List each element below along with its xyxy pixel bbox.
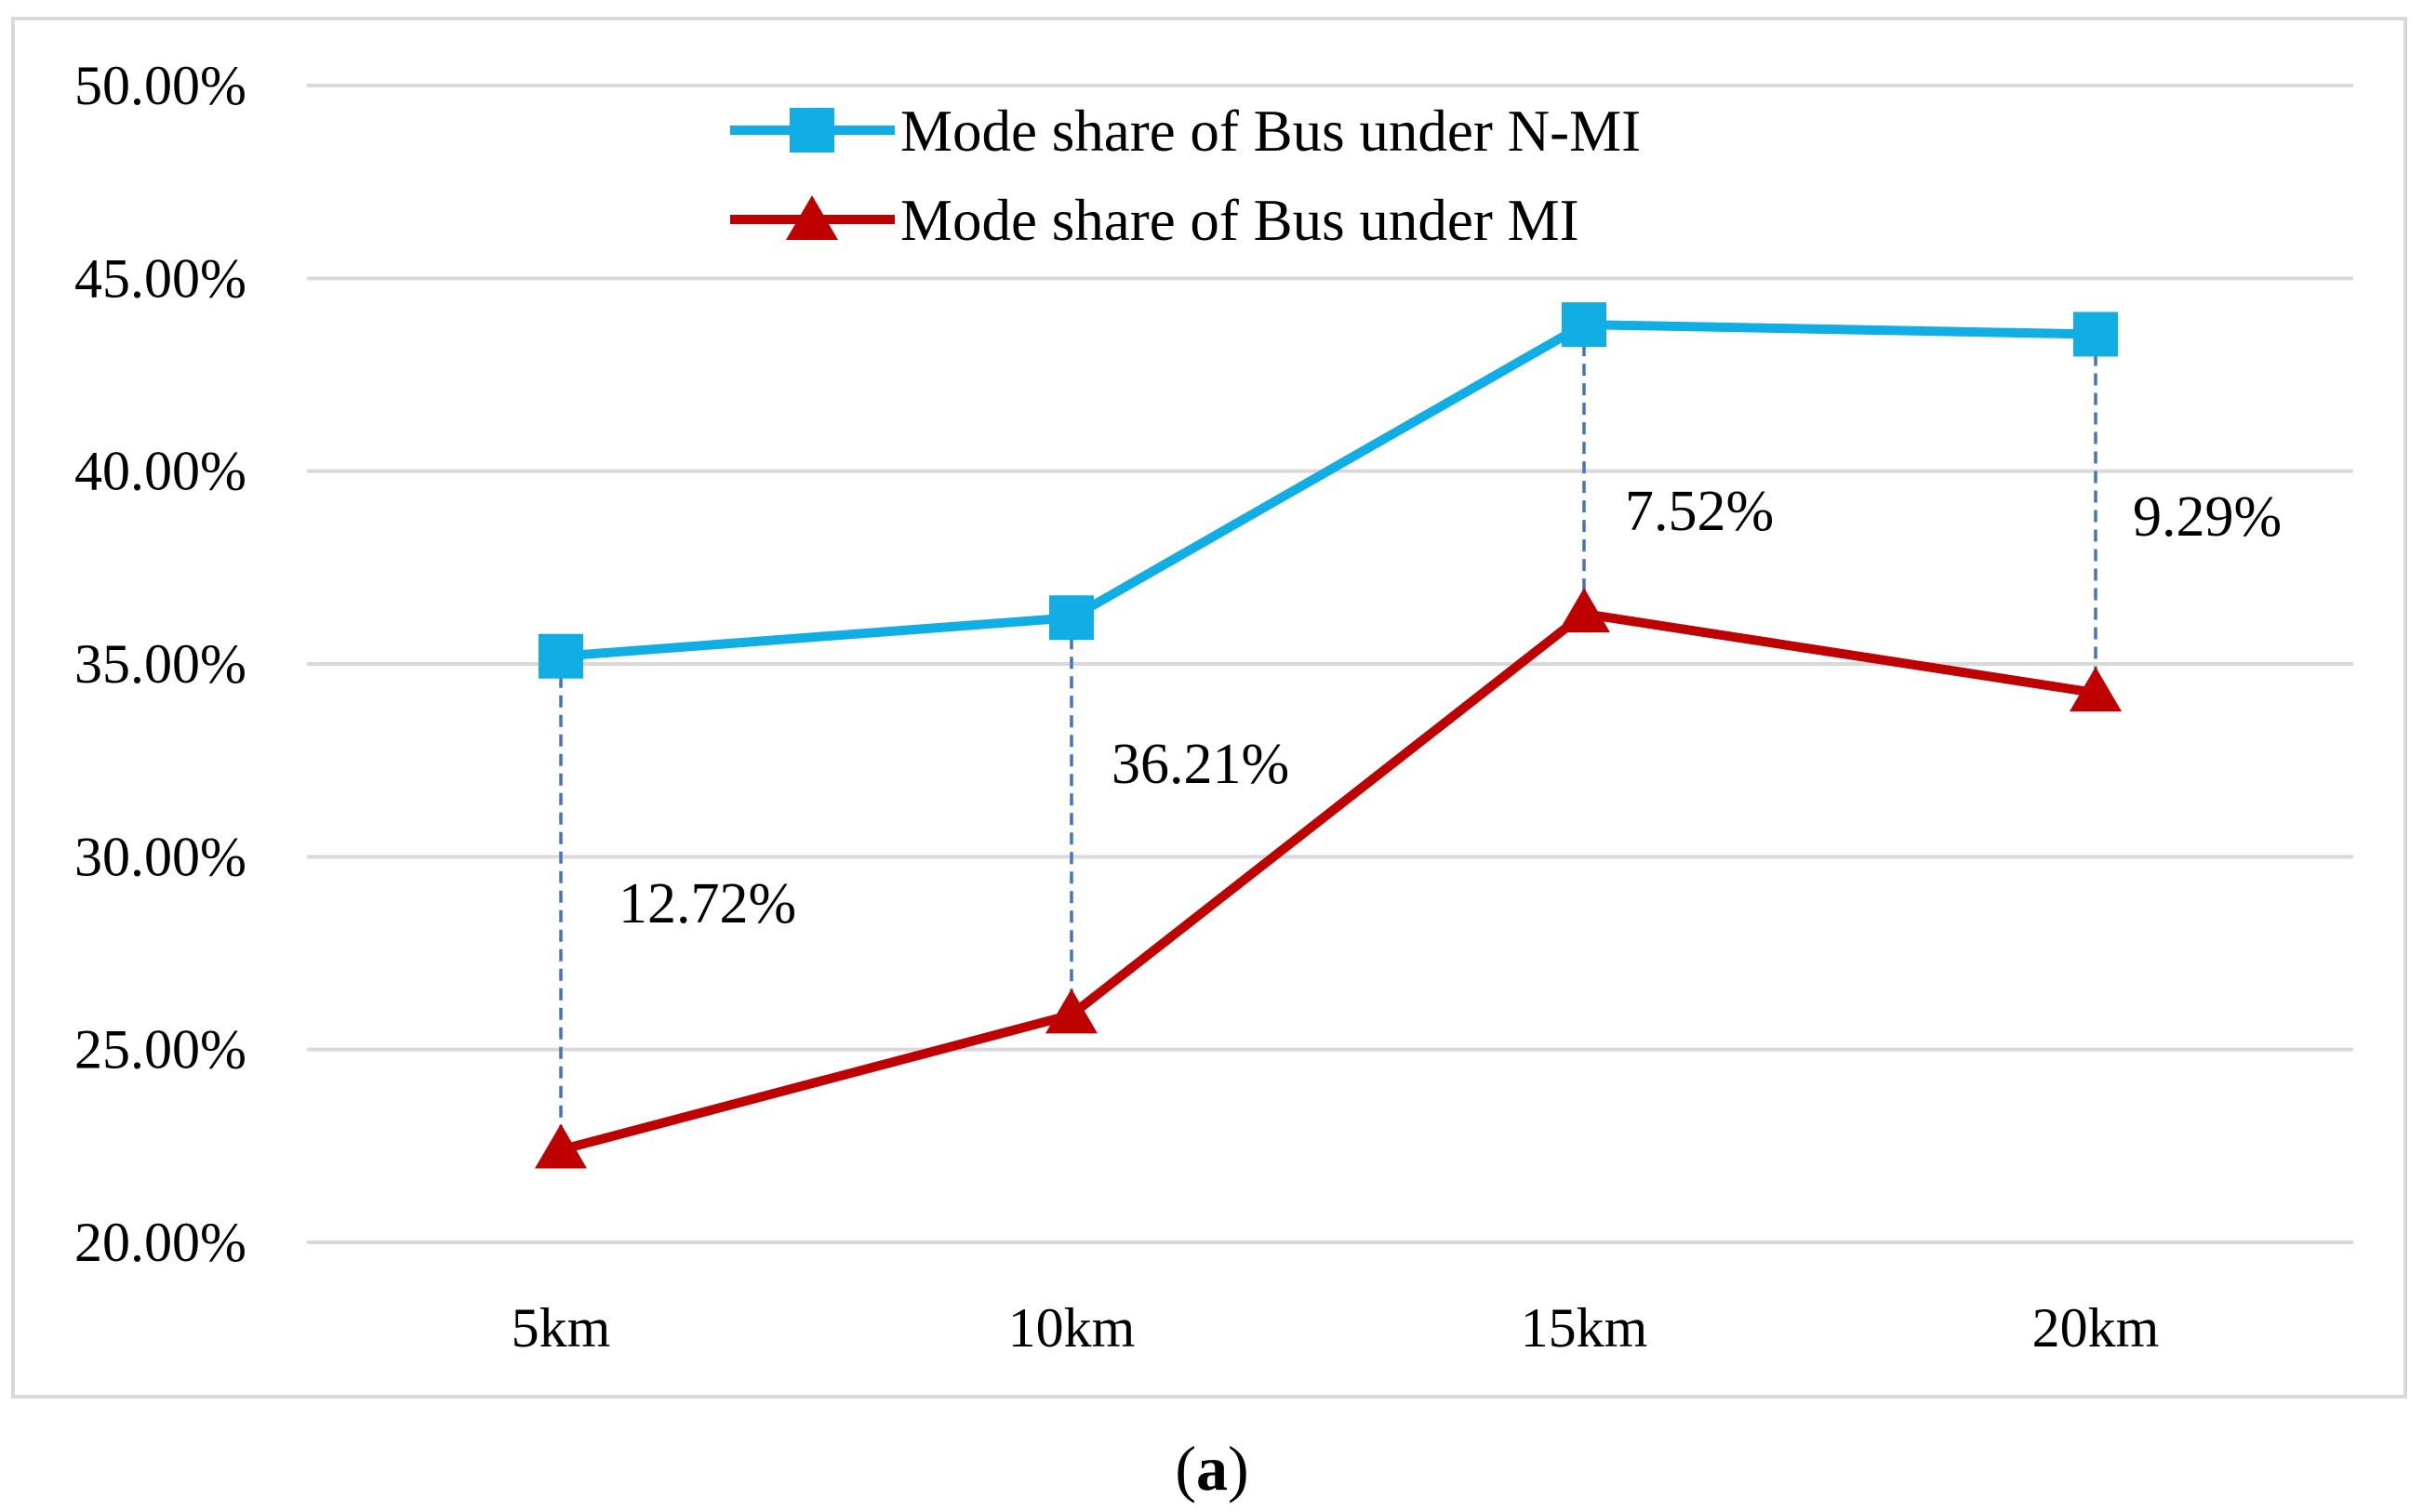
x-axis-tick-labels: 5km 10km 15km 20km	[512, 1297, 2160, 1359]
panel-label-open: (	[1175, 1433, 1196, 1504]
data-point-square	[2073, 312, 2118, 357]
data-point-triangle	[535, 1123, 587, 1169]
panel-label-letter: a	[1196, 1433, 1228, 1504]
data-point-square	[539, 633, 583, 679]
y-tick-label: 25.00%	[74, 1019, 246, 1081]
data-point-square	[1562, 302, 1606, 348]
difference-label-15km: 7.52%	[1625, 480, 1774, 543]
legend-entry-mi: Mode share of Bus under MI	[730, 188, 1579, 253]
y-tick-label: 40.00%	[74, 441, 246, 502]
y-axis-tick-labels: 20.00% 25.00% 30.00% 35.00% 40.00% 45.00% 50.0…	[74, 55, 246, 1273]
legend-label-n-mi: Mode share of Bus under N-MI	[900, 99, 1641, 164]
difference-labels: 12.72% 36.21% 7.52% 9.29%	[619, 480, 2282, 935]
y-tick-label: 30.00%	[74, 826, 246, 887]
x-tick-label-15km: 15km	[1521, 1297, 1648, 1359]
data-point-triangle	[2070, 667, 2122, 712]
panel-label-close: )	[1228, 1433, 1249, 1504]
chart-frame	[11, 17, 2407, 1399]
y-tick-label: 50.00%	[74, 55, 246, 116]
y-tick-label: 45.00%	[74, 247, 246, 309]
difference-label-10km: 36.21%	[1112, 733, 1289, 796]
x-tick-label-5km: 5km	[512, 1297, 611, 1359]
data-point-triangle	[1558, 588, 1610, 633]
series	[535, 302, 2122, 1169]
difference-lines	[559, 325, 2097, 1150]
x-tick-label-10km: 10km	[1008, 1297, 1136, 1359]
legend: Mode share of Bus under N-MI Mode share …	[730, 99, 1641, 253]
x-tick-label-20km: 20km	[2032, 1297, 2160, 1359]
legend-marker-n-mi	[790, 108, 834, 153]
series-line-0	[560, 320, 2097, 661]
series-line-1	[559, 609, 2097, 1155]
data-point-triangle	[1045, 988, 1098, 1034]
panel-label: (a)	[1175, 1433, 1248, 1504]
y-tick-label: 35.00%	[74, 633, 246, 695]
y-tick-label: 20.00%	[74, 1212, 246, 1273]
legend-entry-n-mi: Mode share of Bus under N-MI	[730, 99, 1641, 164]
data-point-square	[1049, 595, 1094, 641]
legend-marker-mi	[786, 195, 838, 240]
difference-label-20km: 9.29%	[2133, 485, 2282, 549]
legend-label-mi: Mode share of Bus under MI	[900, 188, 1579, 253]
difference-label-5km: 12.72%	[619, 872, 796, 935]
